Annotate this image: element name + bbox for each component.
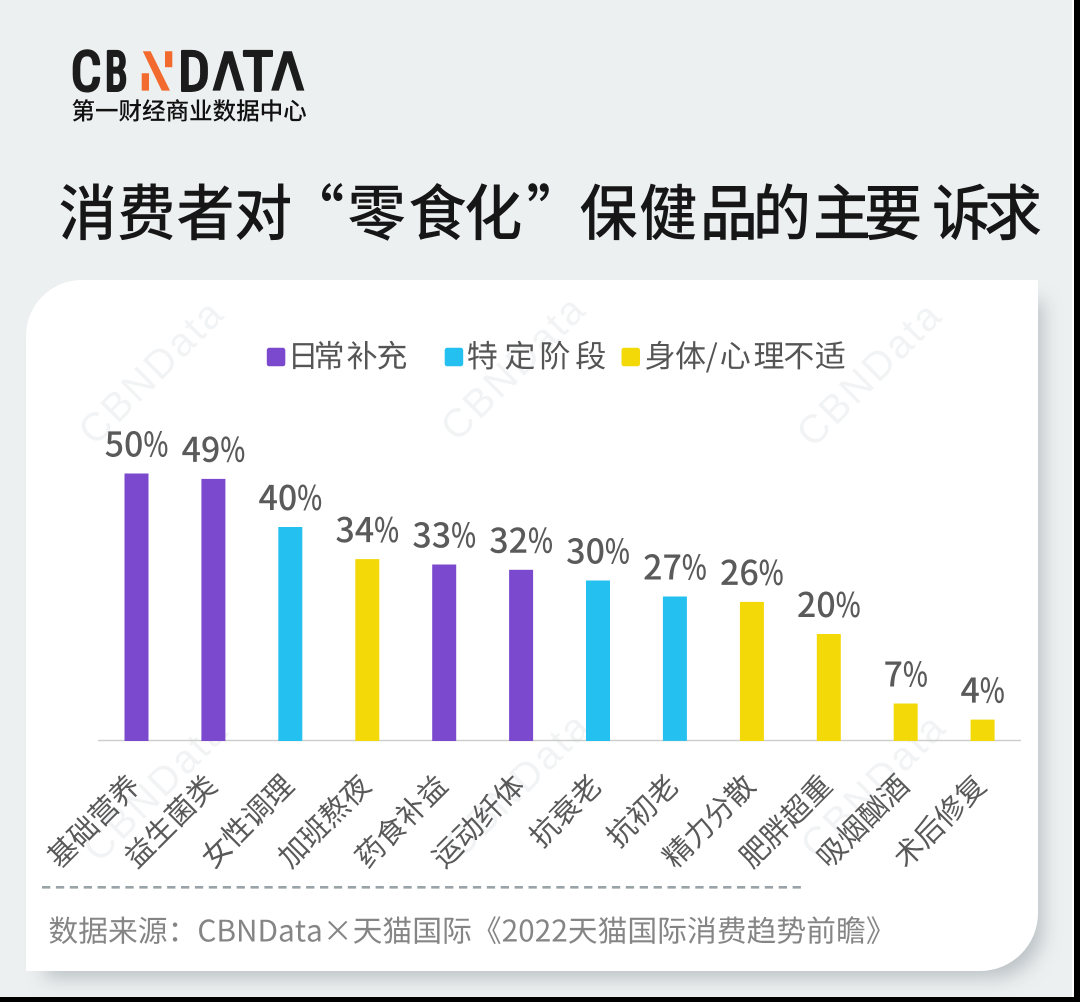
svg-text:CBNData: CBNData [792, 704, 955, 867]
svg-text:CBNData: CBNData [788, 292, 951, 455]
svg-text:CBNData: CBNData [70, 290, 233, 453]
svg-text:CBNData: CBNData [432, 286, 595, 449]
